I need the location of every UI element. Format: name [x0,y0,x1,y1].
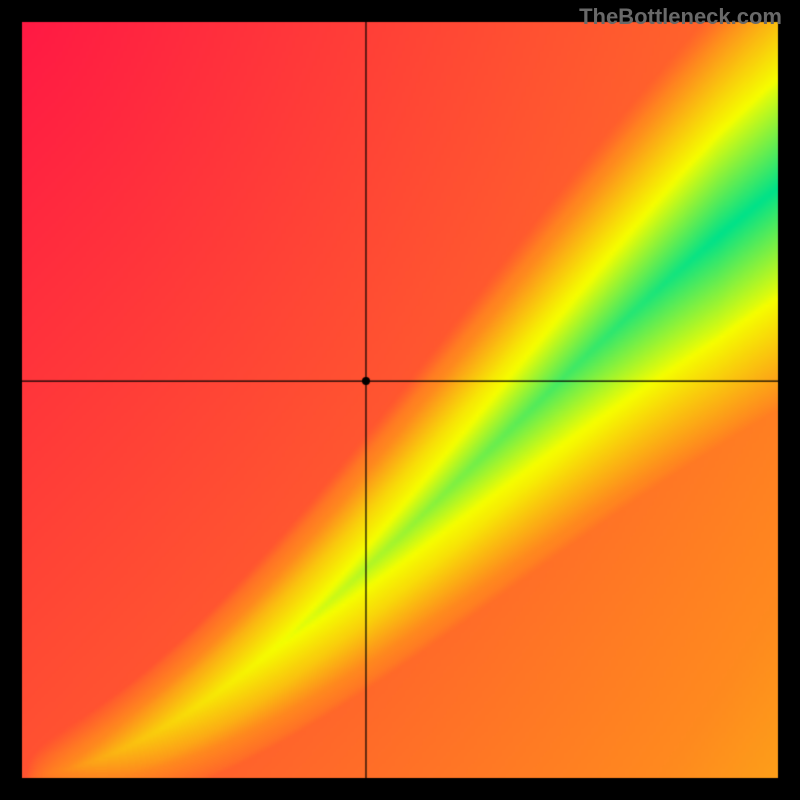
watermark-text: TheBottleneck.com [579,4,782,30]
bottleneck-heatmap [0,0,800,800]
chart-container: TheBottleneck.com [0,0,800,800]
